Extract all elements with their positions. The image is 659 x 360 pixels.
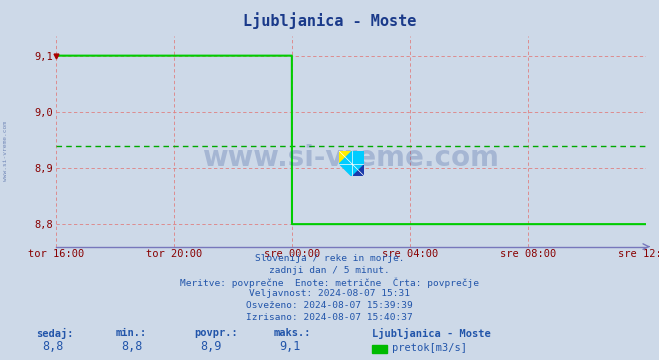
Polygon shape [339,151,364,176]
Text: pretok[m3/s]: pretok[m3/s] [392,343,467,353]
Text: Ljubljanica - Moste: Ljubljanica - Moste [243,13,416,30]
Text: Osveženo: 2024-08-07 15:39:39: Osveženo: 2024-08-07 15:39:39 [246,301,413,310]
Text: zadnji dan / 5 minut.: zadnji dan / 5 minut. [269,266,390,275]
Text: Ljubljanica - Moste: Ljubljanica - Moste [372,328,491,338]
Text: 8,9: 8,9 [200,340,221,353]
Text: Meritve: povprečne  Enote: metrične  Črta: povprečje: Meritve: povprečne Enote: metrične Črta:… [180,278,479,288]
Text: 8,8: 8,8 [121,340,142,353]
Text: www.si-vreme.com: www.si-vreme.com [202,144,500,172]
Text: Izrisano: 2024-08-07 15:40:37: Izrisano: 2024-08-07 15:40:37 [246,313,413,322]
Text: sedaj:: sedaj: [36,328,74,338]
Text: 8,8: 8,8 [42,340,63,353]
Text: www.si-vreme.com: www.si-vreme.com [3,121,8,181]
Text: povpr.:: povpr.: [194,328,238,338]
Text: Veljavnost: 2024-08-07 15:31: Veljavnost: 2024-08-07 15:31 [249,289,410,298]
Polygon shape [339,151,352,164]
Text: Slovenija / reke in morje.: Slovenija / reke in morje. [255,254,404,263]
Text: maks.:: maks.: [273,328,311,338]
Text: 9,1: 9,1 [279,340,301,353]
Polygon shape [352,164,364,176]
Text: min.:: min.: [115,328,146,338]
